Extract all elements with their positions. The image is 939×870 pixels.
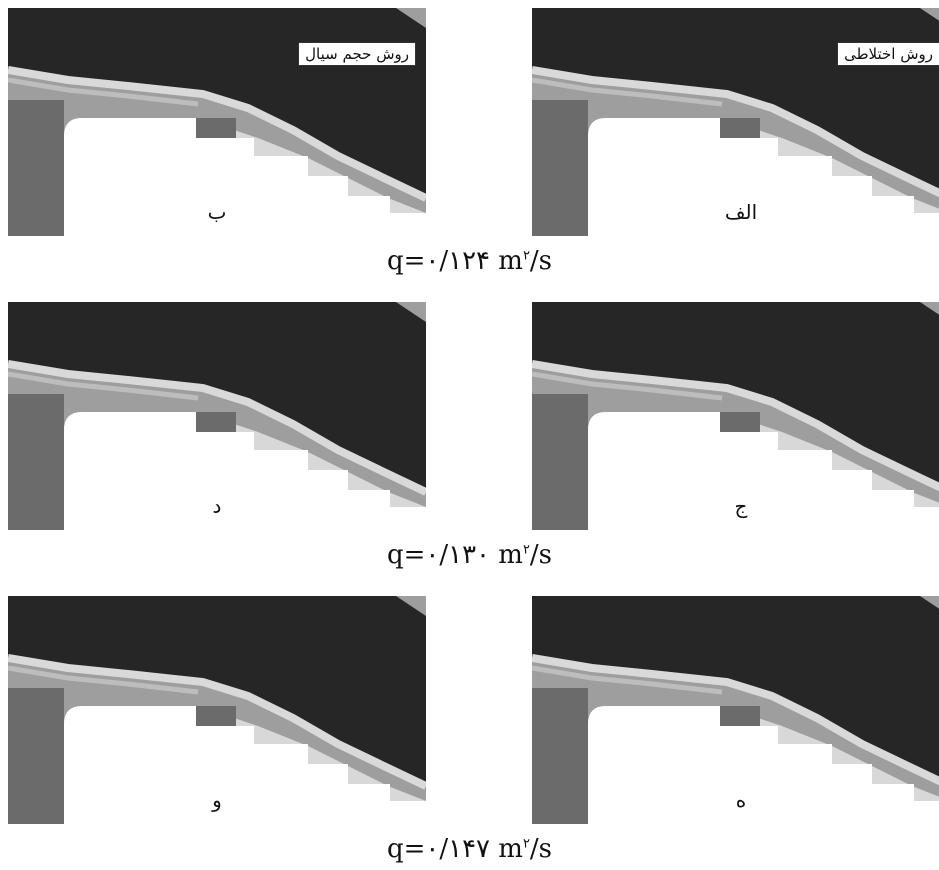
flow-field-image	[8, 302, 426, 530]
method-label: روش اختلاطی	[837, 42, 939, 66]
simulation-panel-alef: روش اختلاطی الف	[532, 8, 939, 236]
step-cavity	[196, 706, 236, 726]
discharge-caption-1: q=۰/۱۲۴ m۲/s	[386, 246, 553, 276]
upstream-wall	[8, 688, 64, 824]
free-surface-band	[8, 66, 426, 202]
air-region	[8, 596, 426, 786]
spillway-crest-block	[64, 706, 196, 824]
panel-letter: ب	[207, 200, 227, 224]
air-region	[532, 596, 939, 781]
simulation-panel-d: د	[8, 302, 426, 530]
spillway-crest-block	[588, 118, 720, 236]
panel-letter: ه	[735, 788, 747, 812]
upstream-wall	[8, 394, 64, 530]
panel-letter: الف	[724, 200, 758, 224]
stepped-chute	[720, 138, 939, 236]
spillway-crest-block	[588, 412, 720, 530]
stepped-chute	[720, 432, 939, 530]
step-cavity	[720, 412, 760, 432]
free-surface-band	[8, 360, 426, 496]
stepped-chute	[720, 726, 939, 824]
surface-gradient	[8, 665, 199, 695]
free-surface-band	[8, 654, 426, 790]
surface-gradient	[532, 371, 723, 401]
spillway-crest-block	[588, 706, 720, 824]
upstream-wall	[532, 100, 588, 236]
step-cavity	[720, 118, 760, 138]
air-region	[8, 302, 426, 492]
step-cavity	[720, 706, 760, 726]
surface-gradient	[532, 665, 723, 695]
method-label: روش حجم سیال	[298, 42, 416, 66]
stepped-chute	[196, 432, 426, 530]
simulation-panel-jim: ج	[532, 302, 939, 530]
discharge-caption-3: q=۰/۱۴۷ m۲/s	[386, 834, 553, 864]
discharge-caption-2: q=۰/۱۳۰ m۲/s	[386, 540, 553, 570]
upstream-wall	[532, 394, 588, 530]
simulation-panel-vav: و	[8, 596, 426, 824]
surface-gradient	[532, 77, 723, 107]
stepped-chute	[196, 726, 426, 824]
surface-gradient	[8, 77, 199, 107]
spillway-crest-block	[64, 412, 196, 530]
spillway-crest-block	[64, 118, 196, 236]
panel-letter: و	[212, 788, 222, 812]
free-surface-band	[532, 66, 939, 198]
flow-field-image	[532, 302, 939, 530]
simulation-panel-b: روش حجم سیال ب	[8, 8, 426, 236]
flow-field-image	[532, 596, 939, 824]
upstream-wall	[532, 688, 588, 824]
flow-field-image	[8, 596, 426, 824]
panel-letter: ج	[734, 494, 748, 518]
step-cavity	[196, 118, 236, 138]
surface-gradient	[8, 371, 199, 401]
step-cavity	[196, 412, 236, 432]
flow-field-image	[532, 8, 939, 236]
upstream-wall	[8, 100, 64, 236]
panel-letter: د	[212, 494, 222, 518]
stepped-chute	[196, 138, 426, 236]
simulation-panel-he: ه	[532, 596, 939, 824]
free-surface-band	[532, 654, 939, 786]
air-region	[532, 302, 939, 487]
free-surface-band	[532, 360, 939, 492]
